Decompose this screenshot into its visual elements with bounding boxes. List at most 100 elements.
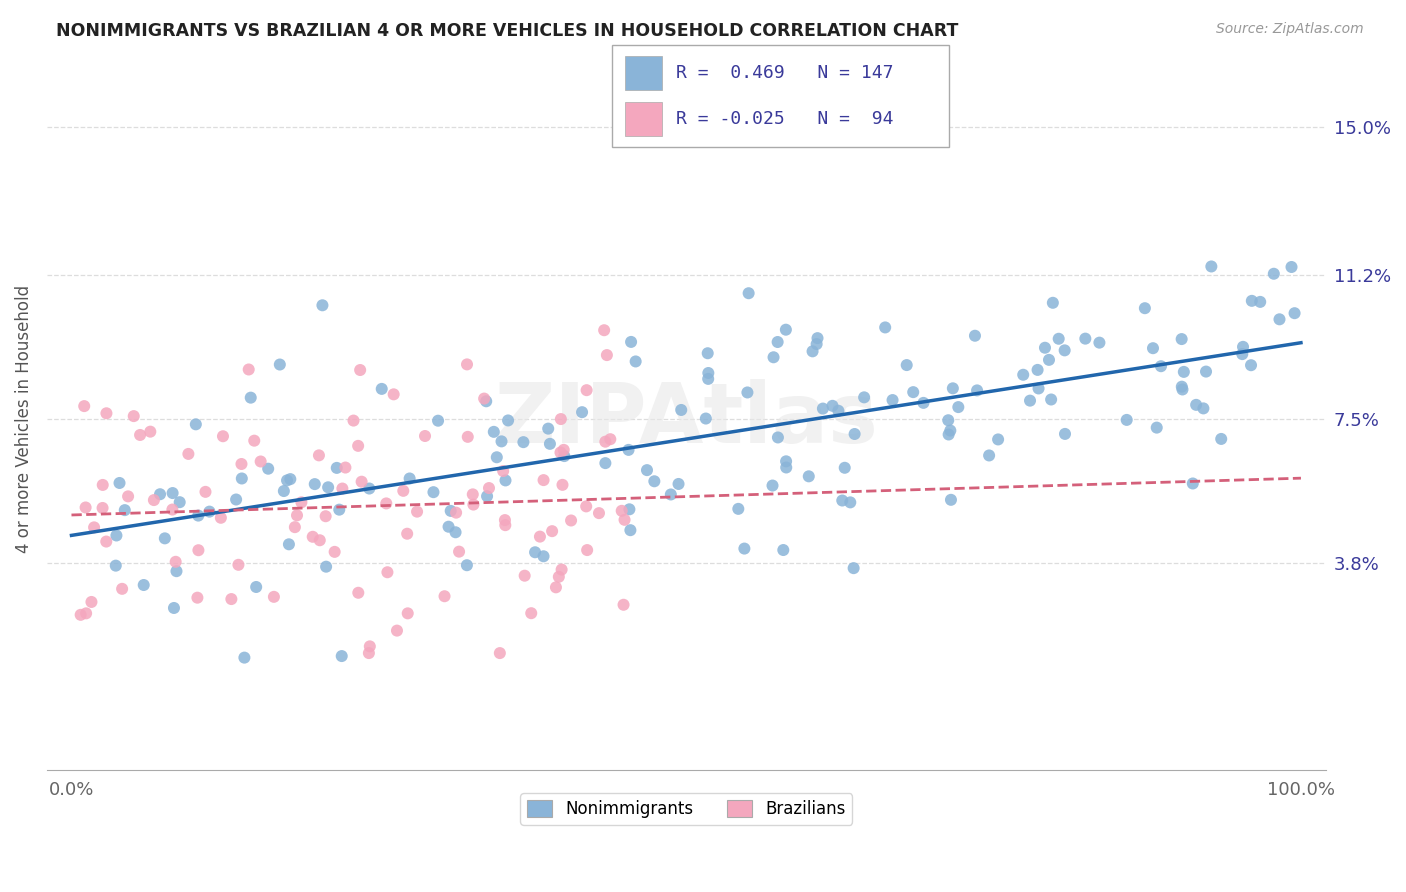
Text: R = -0.025   N =  94: R = -0.025 N = 94 — [676, 110, 893, 128]
Text: Source: ZipAtlas.com: Source: ZipAtlas.com — [1216, 22, 1364, 37]
Point — [385, 624, 408, 638]
Text: NONIMMIGRANTS VS BRAZILIAN 4 OR MORE VEHICLES IN HOUSEHOLD CORRELATION CHART: NONIMMIGRANTS VS BRAZILIAN 4 OR MORE VEH… — [56, 22, 959, 40]
Point — [588, 506, 610, 520]
Point — [461, 487, 484, 501]
Point — [595, 434, 617, 449]
Point — [478, 481, 501, 495]
Point — [1192, 401, 1215, 416]
Point — [96, 534, 118, 549]
Point — [301, 530, 323, 544]
Point — [1146, 420, 1168, 434]
Point — [239, 391, 262, 405]
Point — [277, 537, 299, 551]
Point — [83, 520, 105, 534]
Point — [541, 524, 564, 538]
Point — [547, 570, 569, 584]
Point — [797, 469, 820, 483]
Point — [551, 478, 574, 492]
Point — [194, 484, 217, 499]
Point — [396, 607, 419, 621]
Point — [285, 508, 308, 523]
Point — [1211, 432, 1233, 446]
Point — [233, 650, 256, 665]
Point — [1115, 413, 1137, 427]
FancyBboxPatch shape — [626, 102, 662, 136]
Point — [619, 523, 641, 537]
Point — [593, 323, 616, 337]
Point — [550, 445, 572, 459]
Point — [231, 471, 253, 485]
Point — [1042, 295, 1064, 310]
Point — [396, 526, 419, 541]
Point — [392, 483, 415, 498]
Point — [619, 502, 641, 516]
Point — [620, 334, 643, 349]
Point — [323, 545, 346, 559]
Point — [315, 509, 337, 524]
Point — [524, 545, 547, 559]
Point — [821, 399, 844, 413]
Point — [775, 460, 797, 475]
Point — [613, 513, 636, 527]
Point — [209, 510, 232, 524]
Point — [444, 506, 467, 520]
Point — [599, 432, 621, 446]
Point — [263, 590, 285, 604]
Point — [775, 454, 797, 468]
Point — [347, 439, 370, 453]
Point — [162, 486, 184, 500]
Point — [316, 480, 339, 494]
Point — [117, 489, 139, 503]
Point — [575, 383, 598, 397]
Point — [359, 640, 381, 654]
Point — [1012, 368, 1035, 382]
Point — [942, 381, 965, 395]
Point — [472, 392, 495, 406]
Point — [1201, 260, 1223, 274]
Point — [91, 478, 114, 492]
Point — [349, 363, 371, 377]
Point — [697, 366, 720, 380]
Point — [165, 555, 187, 569]
Point — [308, 448, 330, 462]
Point — [553, 449, 575, 463]
Point — [456, 558, 478, 573]
Point — [538, 437, 561, 451]
Point — [831, 493, 853, 508]
Point — [643, 475, 665, 489]
Point — [129, 428, 152, 442]
Point — [457, 430, 479, 444]
Point — [1240, 293, 1263, 308]
Point — [357, 646, 380, 660]
Point — [1171, 380, 1194, 394]
Point — [284, 520, 307, 534]
Point — [659, 487, 682, 501]
Point — [308, 533, 330, 548]
FancyBboxPatch shape — [626, 56, 662, 90]
Point — [494, 518, 516, 533]
Point — [533, 473, 555, 487]
Point — [73, 399, 96, 413]
Point — [359, 482, 381, 496]
Point — [1038, 352, 1060, 367]
Point — [1263, 267, 1285, 281]
Point — [330, 649, 353, 664]
Point — [1281, 260, 1303, 274]
Point — [529, 530, 551, 544]
Point — [766, 334, 789, 349]
Point — [936, 413, 959, 427]
Point — [186, 591, 208, 605]
Point — [91, 500, 114, 515]
Point — [69, 607, 91, 622]
Point — [697, 372, 720, 386]
Point — [839, 495, 862, 509]
Point — [550, 412, 572, 426]
Point — [377, 566, 399, 580]
Point — [762, 351, 785, 365]
Point — [617, 442, 640, 457]
Point — [494, 513, 516, 527]
Point — [1249, 294, 1271, 309]
Point — [544, 580, 567, 594]
Point — [80, 595, 103, 609]
Point — [485, 450, 508, 465]
